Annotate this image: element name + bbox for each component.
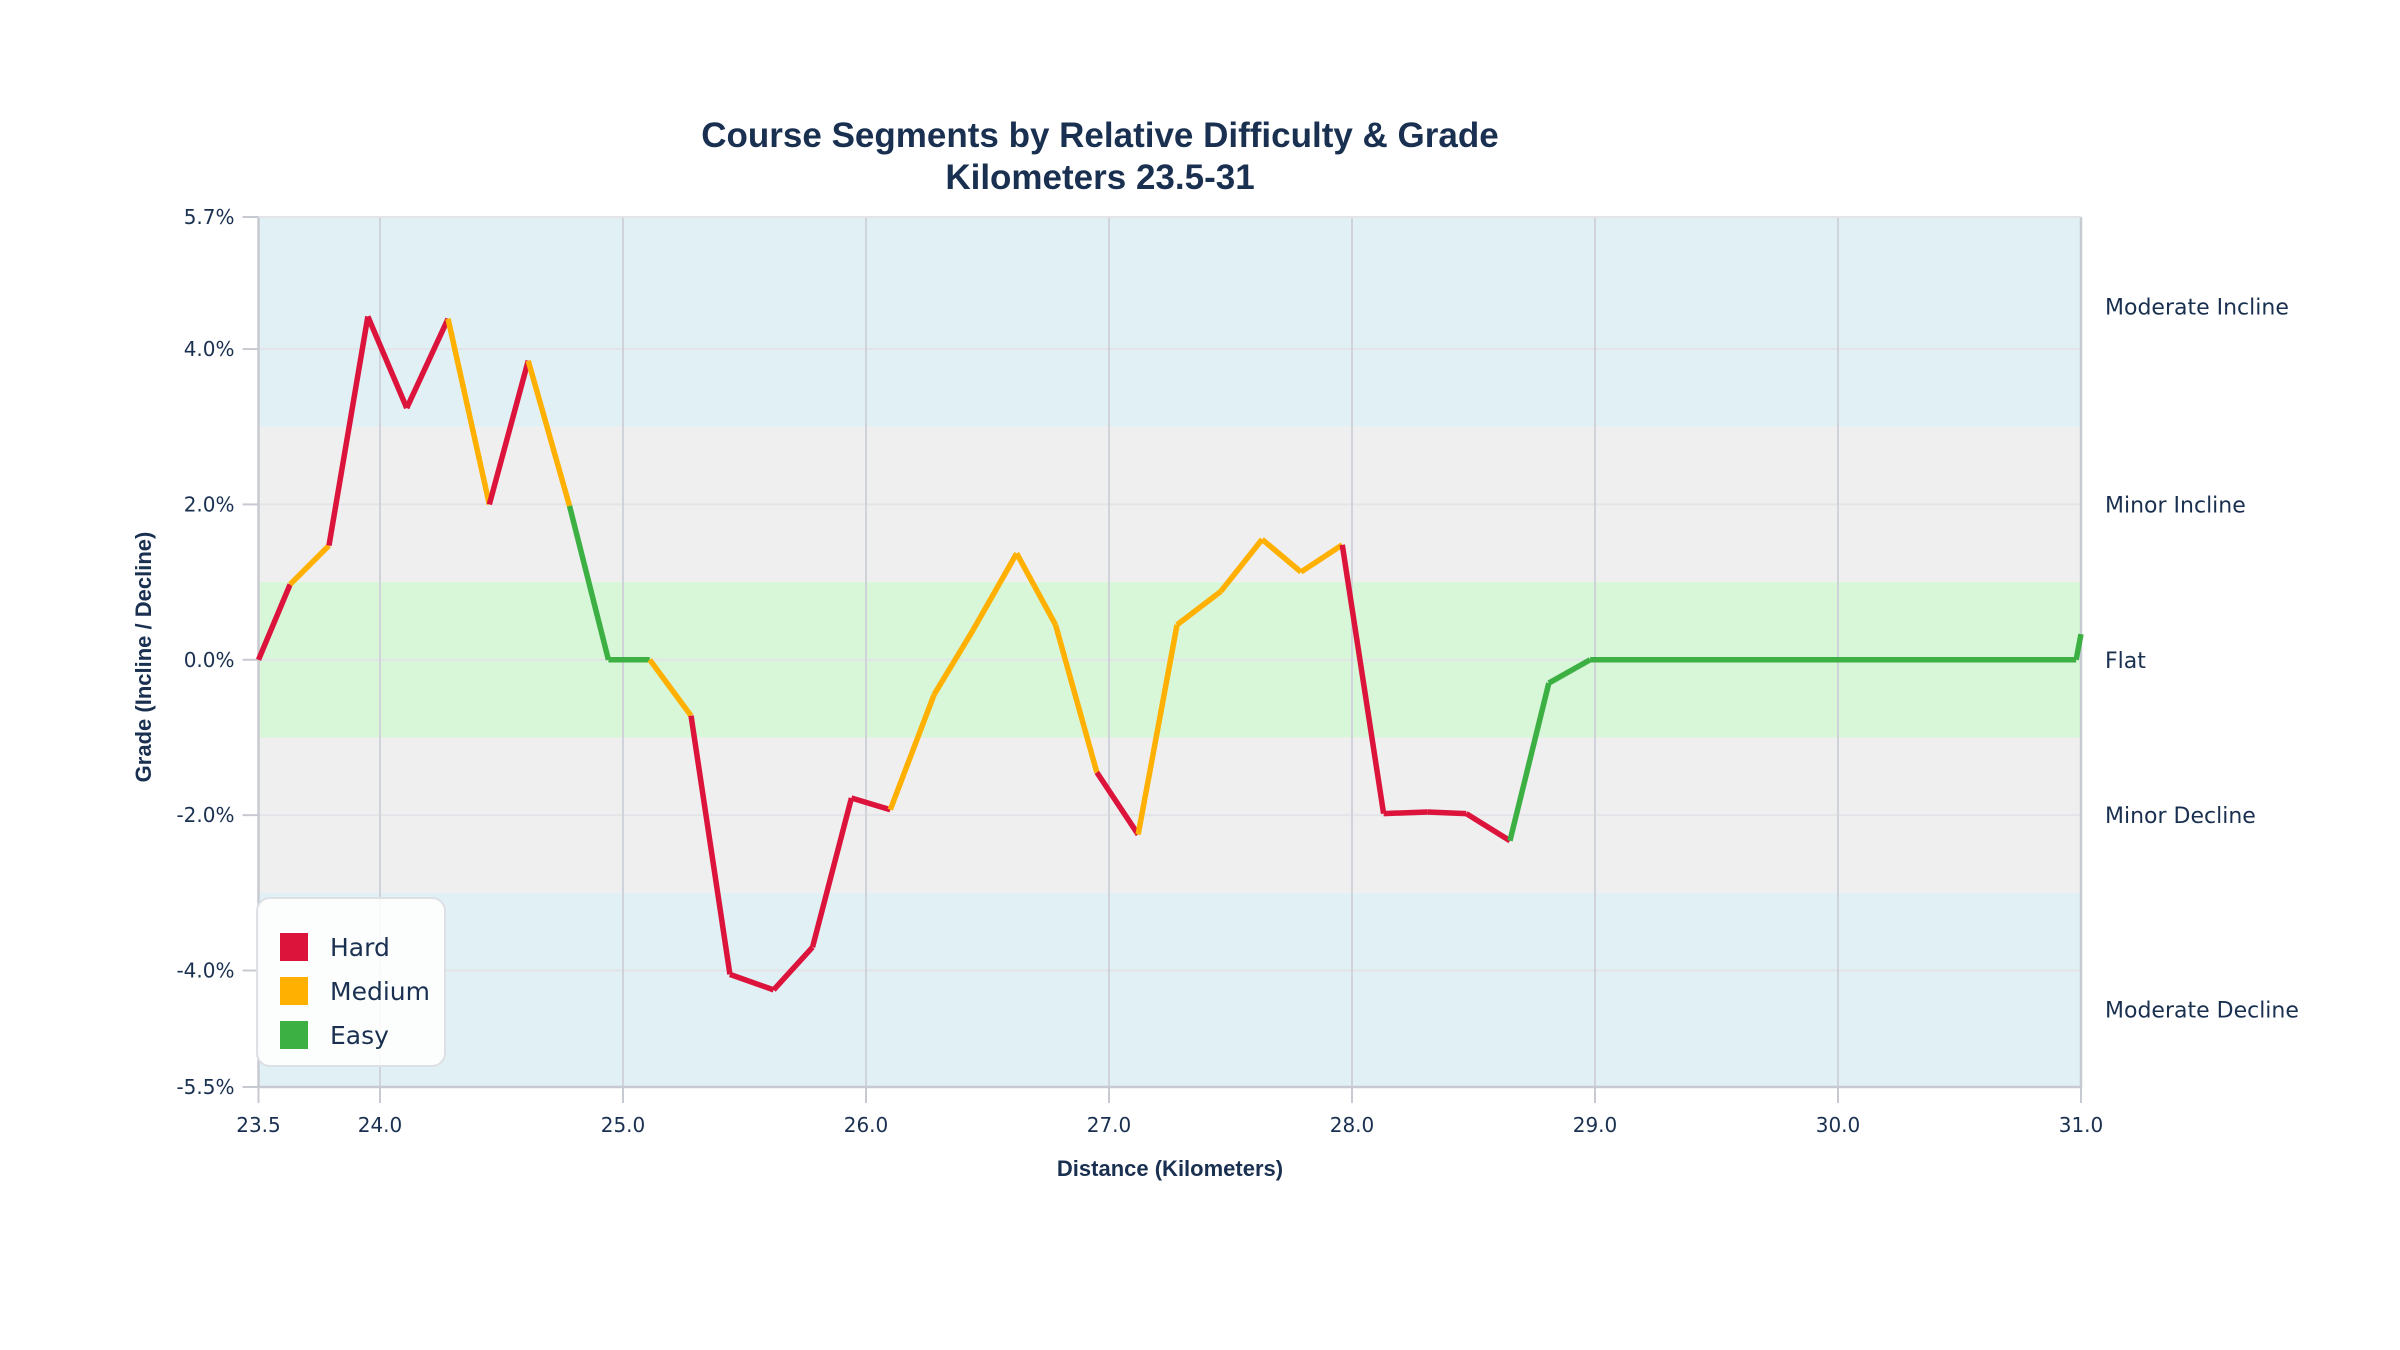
segment-hard <box>486 359 531 506</box>
segment-easy <box>1507 682 1552 842</box>
chart-title: Course Segments by Relative Difficulty &… <box>701 116 1498 155</box>
y-tick-label: 4.0% <box>184 337 235 361</box>
segment-medium <box>970 551 1020 632</box>
segment-medium <box>1014 552 1058 627</box>
band-labels: Moderate Incline Minor Incline Flat Minor D… <box>2105 295 2299 1023</box>
easy-swatch-icon <box>280 1021 308 1049</box>
segment-hard <box>1094 770 1141 837</box>
segment-medium <box>1299 542 1344 575</box>
segment-medium <box>647 658 694 718</box>
band-moderate-incline <box>258 217 2081 427</box>
legend: Hard Medium Easy <box>256 897 446 1067</box>
segment-hard <box>728 971 775 993</box>
segment-hard <box>255 583 293 661</box>
x-axis-title: Distance (Kilometers) <box>1057 1156 1283 1181</box>
segment-easy <box>566 505 612 661</box>
segment-hard <box>1427 809 1467 817</box>
segment-hard <box>688 715 733 975</box>
segment-hard <box>326 315 371 547</box>
segment-hard <box>1339 544 1387 814</box>
legend-item-easy[interactable]: Easy <box>280 1013 444 1057</box>
segment-medium <box>1135 624 1180 836</box>
segment-easy <box>2073 633 2084 661</box>
segment-hard <box>771 945 815 992</box>
x-tick-label: 24.0 <box>358 1113 403 1137</box>
segment-medium <box>931 628 976 697</box>
medium-swatch-icon <box>280 977 308 1005</box>
y-tick-label: -2.0% <box>176 803 234 827</box>
segment-medium <box>525 359 573 507</box>
x-tick-label: 25.0 <box>601 1113 646 1137</box>
segment-hard <box>404 317 451 410</box>
segment-medium <box>1052 624 1100 774</box>
x-tick-label: 31.0 <box>2059 1113 2104 1137</box>
x-tick-label: 26.0 <box>844 1113 889 1137</box>
segment-hard <box>850 795 892 813</box>
segment-hard <box>1464 811 1512 844</box>
band-label: Moderate Decline <box>2105 998 2299 1023</box>
chart-subtitle: Kilometers 23.5-31 <box>945 158 1254 197</box>
segment-easy <box>1547 657 1592 686</box>
hard-swatch-icon <box>280 933 308 961</box>
y-tick-label: -4.0% <box>176 958 234 982</box>
x-tick-label: 27.0 <box>1087 1113 1132 1137</box>
grade-line-series <box>255 315 2084 993</box>
x-tick-label: 23.5 <box>236 1113 281 1137</box>
y-tick-label: 2.0% <box>184 492 235 516</box>
segment-medium <box>1175 589 1223 627</box>
legend-label: Easy <box>330 1020 389 1050</box>
band-moderate-decline <box>258 892 2081 1087</box>
axes: 5.7% 4.0% 2.0% 0.0% -2.0% -4.0% -5.5%23.5 24.0 2… <box>176 205 2103 1137</box>
segment-hard <box>365 315 410 410</box>
segment-medium <box>288 543 331 587</box>
segment-medium <box>1218 537 1265 594</box>
x-tick-label: 28.0 <box>1330 1113 1375 1137</box>
band-label: Flat <box>2105 649 2146 674</box>
y-tick-label: 5.7% <box>184 205 235 229</box>
band-label: Moderate Incline <box>2105 295 2289 320</box>
band-label: Minor Incline <box>2105 493 2246 518</box>
legend-item-medium[interactable]: Medium <box>280 969 444 1013</box>
band-label: Minor Decline <box>2105 804 2256 829</box>
segment-medium <box>445 318 493 506</box>
segment-medium <box>887 693 937 811</box>
segment-medium <box>1260 537 1303 575</box>
legend-label: Medium <box>330 976 430 1006</box>
segment-hard <box>1383 809 1428 817</box>
x-tick-label: 30.0 <box>1816 1113 1861 1137</box>
y-tick-label: -5.5% <box>176 1075 234 1099</box>
segment-hard <box>809 797 855 948</box>
y-axis-title: Grade (Incline / Decline) <box>131 532 156 783</box>
y-tick-label: 0.0% <box>184 648 235 672</box>
x-tick-label: 29.0 <box>1573 1113 1618 1137</box>
legend-label: Hard <box>330 932 390 962</box>
legend-item-hard[interactable]: Hard <box>280 925 444 969</box>
